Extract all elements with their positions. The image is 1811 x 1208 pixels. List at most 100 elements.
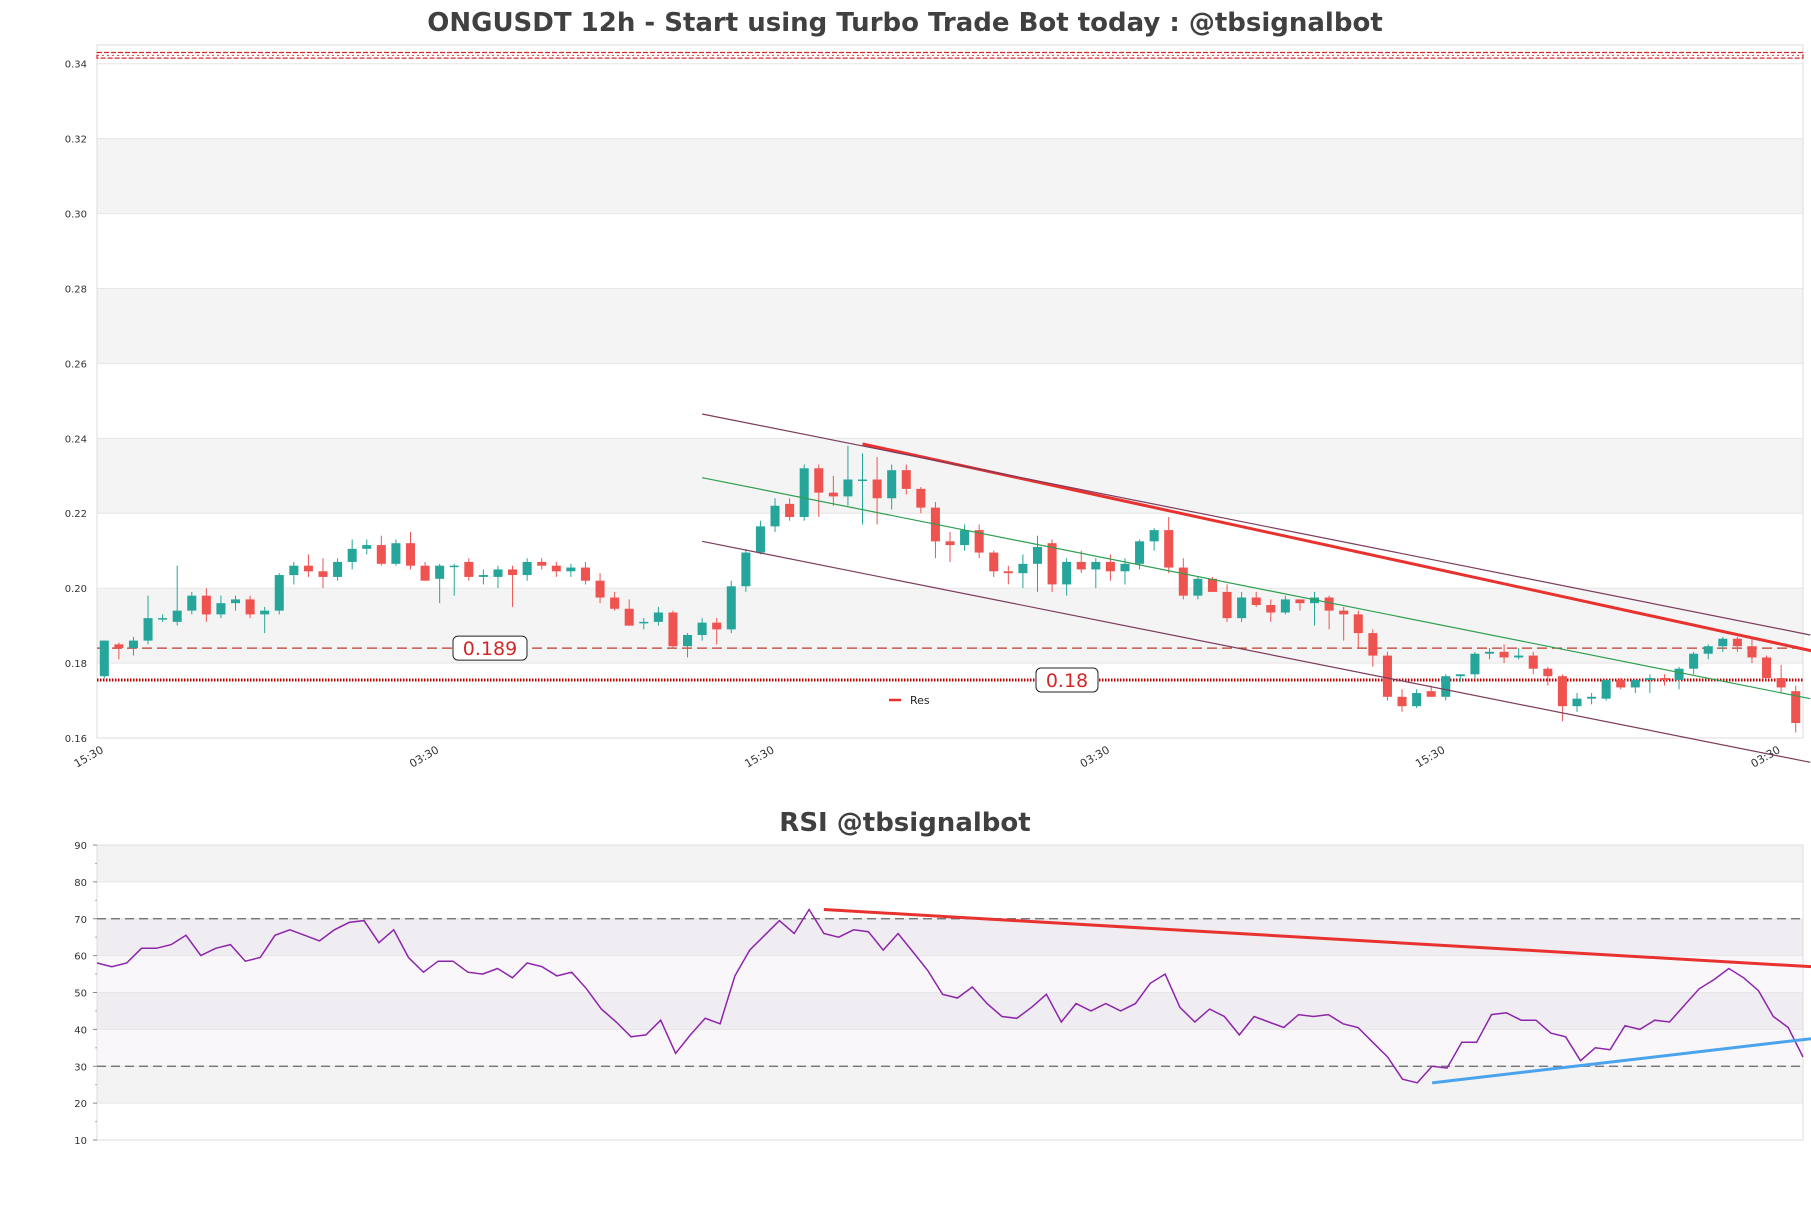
candle-body xyxy=(1047,543,1057,585)
candle-body xyxy=(464,561,474,577)
time-tick-label: 03:30 xyxy=(407,743,441,770)
price-band xyxy=(97,588,1803,664)
candle-body xyxy=(1076,561,1086,570)
candle-body xyxy=(1426,691,1436,697)
channel-line xyxy=(702,477,1811,700)
rsi-tick-label: 30 xyxy=(74,1062,87,1073)
candle-body xyxy=(1412,693,1422,707)
candle-body xyxy=(580,567,590,581)
rsi-band xyxy=(97,955,1803,993)
rsi-axis: 10 20 30 40 50 60 70 80 90 xyxy=(74,841,97,1147)
candle-body xyxy=(1193,578,1203,596)
candle-body xyxy=(683,634,693,647)
candle-body xyxy=(1222,591,1232,619)
rsi-tick-label: 70 xyxy=(74,915,87,926)
rsi-band xyxy=(97,881,1803,919)
rsi-band xyxy=(97,1066,1803,1104)
candle-body xyxy=(1528,655,1538,669)
price-tick-label: 0.28 xyxy=(65,284,87,295)
candle-body xyxy=(1703,646,1713,654)
candle-body xyxy=(1718,638,1728,647)
candle-body xyxy=(201,595,211,615)
price-tick-label: 0.32 xyxy=(65,135,87,146)
price-tick-label: 0.24 xyxy=(65,434,87,445)
time-tick-label: 15:30 xyxy=(72,743,106,770)
candle-body xyxy=(1616,679,1626,688)
candle-body xyxy=(1397,696,1407,707)
candle-body xyxy=(303,565,313,572)
candle-body xyxy=(1062,561,1072,585)
rsi-band xyxy=(97,1029,1803,1067)
candle-body xyxy=(799,468,809,517)
candle-body xyxy=(435,565,445,579)
candle-body xyxy=(974,530,984,553)
price-panel-overlays: 0.189 0.18 Res xyxy=(96,51,1804,707)
candle-body xyxy=(318,571,328,577)
price-tick-label: 0.34 xyxy=(65,60,87,71)
candle-body xyxy=(1032,546,1043,564)
candle-body xyxy=(1484,651,1495,654)
rsi-chart-title: RSI @tbsignalbot xyxy=(779,808,1030,838)
candle-body xyxy=(595,580,605,598)
price-band xyxy=(97,438,1803,514)
rsi-panel-overlays xyxy=(96,908,1811,1085)
candle-body xyxy=(172,610,182,622)
candle-body xyxy=(814,468,824,493)
candle-body xyxy=(405,543,416,566)
candle-body xyxy=(639,621,649,624)
price-panel-bands xyxy=(97,63,1803,739)
candle-body xyxy=(449,565,459,568)
candle-body xyxy=(741,552,751,587)
candle-body xyxy=(245,599,255,615)
candle-body xyxy=(960,530,970,546)
resistance-trendline xyxy=(862,442,1811,653)
candle-body xyxy=(478,575,488,577)
candle-body xyxy=(1368,633,1378,656)
candle-body xyxy=(770,505,780,527)
candle-body xyxy=(1280,599,1290,613)
candle-body xyxy=(551,565,561,572)
rsi-line xyxy=(96,908,1804,1084)
candle-body xyxy=(1324,597,1334,611)
candle-body xyxy=(697,622,707,635)
candle-body xyxy=(1572,698,1582,707)
price-tick-label: 0.18 xyxy=(65,659,87,670)
level-label-box xyxy=(1035,667,1099,693)
candle-body xyxy=(1689,653,1699,669)
candle-body xyxy=(1164,530,1174,568)
rsi-support-trendline xyxy=(1431,1037,1811,1085)
rsi-band xyxy=(97,845,1803,882)
candle-body xyxy=(260,610,270,615)
candle-body xyxy=(1237,597,1247,619)
candle-body xyxy=(493,569,503,577)
candle-body xyxy=(1455,674,1465,677)
candle-body xyxy=(624,608,634,626)
candle-body xyxy=(99,640,109,677)
candle-body xyxy=(158,618,168,620)
rsi-band xyxy=(97,1103,1803,1140)
candle-body xyxy=(274,575,284,611)
candle-body xyxy=(1382,655,1392,697)
candle-body xyxy=(1135,541,1145,564)
candle-body xyxy=(1747,646,1757,658)
candle-body xyxy=(872,479,882,499)
level-label: 0.18 xyxy=(1046,670,1088,692)
candle-body xyxy=(537,561,547,566)
candle-body xyxy=(1178,567,1188,596)
candle-body xyxy=(347,548,357,562)
candle-body xyxy=(1791,691,1801,724)
price-band xyxy=(97,138,1803,214)
candle-body xyxy=(1499,651,1509,658)
candle-body xyxy=(1557,676,1567,707)
candle-body xyxy=(391,543,401,564)
candle-body xyxy=(522,561,532,576)
candle-body xyxy=(901,470,911,489)
price-tick-label: 0.30 xyxy=(65,210,87,221)
candle-body xyxy=(1645,678,1655,680)
candle-body xyxy=(726,586,736,630)
rsi-tick-label: 90 xyxy=(74,841,87,852)
rsi-resistance-trendline xyxy=(823,908,1811,969)
price-panel-frame xyxy=(96,44,1804,739)
candle-body xyxy=(1543,668,1553,677)
